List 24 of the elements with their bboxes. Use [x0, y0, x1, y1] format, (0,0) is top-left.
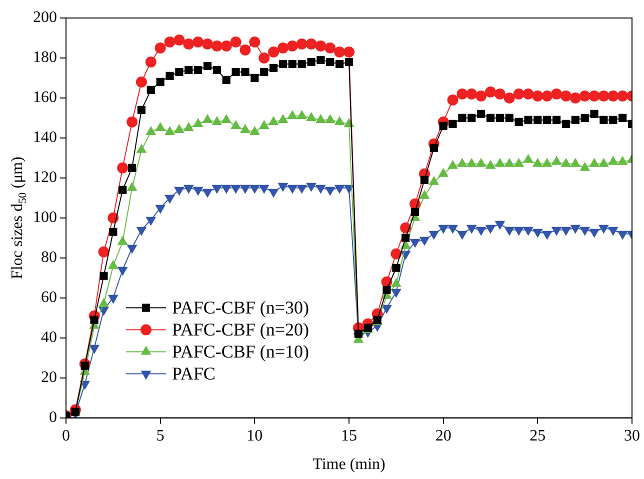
- y-tick-label: 60: [41, 289, 57, 306]
- y-tick-label: 100: [33, 209, 57, 226]
- x-tick-label: 25: [530, 428, 546, 445]
- legend-label: PAFC-CBF (n=30): [172, 298, 310, 318]
- y-tick-label: 0: [49, 409, 57, 426]
- legend-label: PAFC-CBF (n=10): [172, 342, 310, 362]
- y-axis-title: Floc sizes d50 (μm): [9, 156, 29, 280]
- y-tick-label: 160: [33, 89, 57, 106]
- x-tick-label: 30: [624, 428, 640, 445]
- legend-label: PAFC-CBF (n=20): [172, 320, 310, 340]
- legend-label: PAFC: [172, 364, 216, 384]
- y-tick-label: 20: [41, 369, 57, 386]
- y-tick-label: 200: [33, 9, 57, 26]
- y-tick-label: 80: [41, 249, 57, 266]
- x-tick-label: 20: [435, 428, 452, 445]
- x-tick-label: 10: [246, 428, 263, 445]
- y-tick-label: 120: [33, 169, 57, 186]
- x-tick-label: 15: [341, 428, 357, 445]
- x-tick-label: 0: [62, 428, 70, 445]
- y-tick-label: 40: [41, 329, 57, 346]
- x-axis-title: Time (min): [312, 456, 386, 473]
- y-tick-label: 180: [33, 49, 57, 66]
- x-tick-label: 5: [156, 428, 164, 445]
- y-tick-label: 140: [33, 129, 57, 146]
